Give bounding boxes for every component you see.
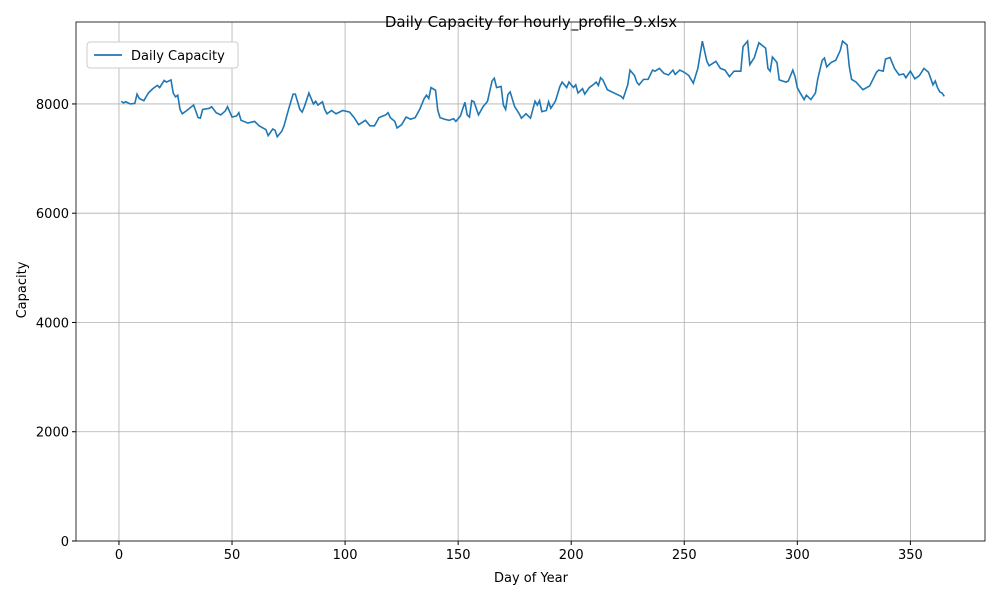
x-tick-label: 100 xyxy=(333,548,358,563)
x-tick-label: 350 xyxy=(898,548,923,563)
y-tick-label: 2000 xyxy=(36,426,69,441)
y-tick-label: 4000 xyxy=(36,316,69,331)
x-tick-label: 0 xyxy=(115,548,123,563)
y-axis-label: Capacity xyxy=(15,261,30,318)
x-axis-label: Day of Year xyxy=(494,571,569,586)
y-tick-label: 6000 xyxy=(36,207,69,222)
x-tick-label: 200 xyxy=(559,548,584,563)
x-tick-label: 300 xyxy=(785,548,810,563)
plot-frame xyxy=(75,21,986,542)
y-tick-label: 0 xyxy=(61,535,69,550)
y-tick-label: 8000 xyxy=(36,98,69,113)
chart-title: Daily Capacity for hourly_profile_9.xlsx xyxy=(385,13,677,32)
legend-label: Daily Capacity xyxy=(131,49,225,64)
legend-box xyxy=(86,41,239,69)
x-tick-label: 150 xyxy=(446,548,471,563)
x-tick-label: 250 xyxy=(672,548,697,563)
data-line xyxy=(120,39,945,139)
x-tick-label: 50 xyxy=(224,548,241,563)
